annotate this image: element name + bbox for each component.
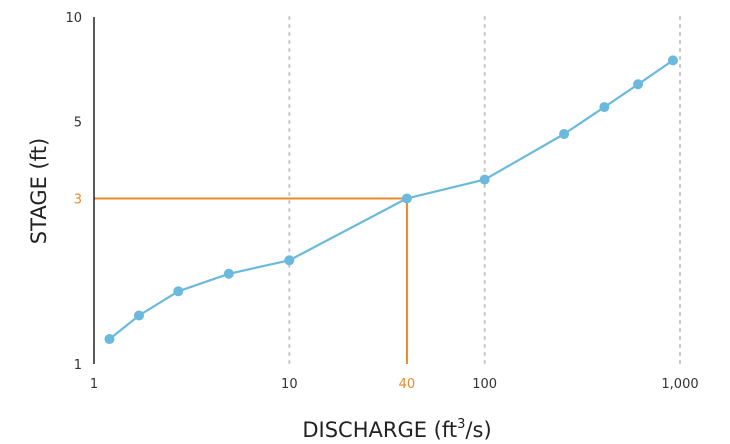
data-point-1 xyxy=(134,310,145,321)
data-point-9 xyxy=(633,79,644,90)
x-tick-label-100: 100 xyxy=(472,377,497,392)
x-axis-title: DISCHARGE (ft3/s) xyxy=(302,417,491,442)
x-tick-label-1: 1 xyxy=(90,377,98,392)
x-axis-title-main: DISCHARGE (ft xyxy=(302,418,457,442)
x-tick-label-1000: 1,000 xyxy=(661,377,698,392)
data-point-6 xyxy=(479,174,490,185)
data-point-10 xyxy=(667,55,678,66)
y-tick-label-5: 5 xyxy=(74,115,82,130)
highlight-x-label: 40 xyxy=(399,377,416,392)
highlight-y-label: 3 xyxy=(74,192,82,207)
series-layer xyxy=(104,55,678,345)
data-point-0 xyxy=(104,334,115,345)
data-point-4 xyxy=(284,255,295,266)
y-tick-label-10: 10 xyxy=(65,11,82,26)
data-point-2 xyxy=(173,286,184,297)
x-axis-title-end: /s) xyxy=(465,418,491,442)
y-axis-title: STAGE (ft) xyxy=(27,138,51,244)
x-tick-labels: 1 10 100 1,000 xyxy=(90,377,699,392)
series-line-0 xyxy=(108,59,674,340)
data-point-5 xyxy=(401,193,412,204)
data-point-7 xyxy=(559,129,570,140)
data-point-8 xyxy=(599,102,610,113)
data-point-3 xyxy=(223,268,234,279)
x-tick-label-10: 10 xyxy=(281,377,298,392)
grid-lines xyxy=(288,16,681,365)
x-axis-title-superscript: 3 xyxy=(457,417,465,432)
highlight-guides: 40 3 xyxy=(74,192,415,392)
y-tick-label-1: 1 xyxy=(74,358,82,373)
